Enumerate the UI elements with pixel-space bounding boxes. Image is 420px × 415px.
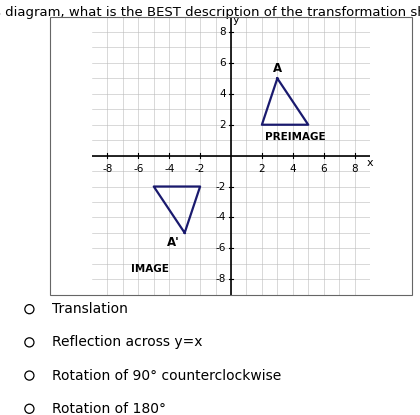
- Text: 2: 2: [259, 164, 265, 174]
- Text: 4: 4: [289, 164, 296, 174]
- Text: IMAGE: IMAGE: [131, 264, 168, 274]
- Text: -6: -6: [216, 243, 226, 253]
- Text: 4: 4: [220, 89, 226, 99]
- Text: Translation: Translation: [52, 302, 129, 316]
- Text: Rotation of 90° counterclockwise: Rotation of 90° counterclockwise: [52, 369, 282, 383]
- Text: -4: -4: [216, 212, 226, 222]
- Text: -2: -2: [195, 164, 205, 174]
- Text: A': A': [167, 236, 180, 249]
- Text: 6: 6: [320, 164, 327, 174]
- Text: x: x: [367, 158, 373, 168]
- Text: Rotation of 180°: Rotation of 180°: [52, 402, 166, 415]
- Text: -2: -2: [216, 181, 226, 191]
- Text: 2: 2: [220, 120, 226, 130]
- Text: Reflection across y=x: Reflection across y=x: [52, 335, 203, 349]
- Text: 8: 8: [351, 164, 358, 174]
- Text: y: y: [233, 15, 240, 24]
- Text: -8: -8: [102, 164, 113, 174]
- Text: A: A: [273, 62, 282, 75]
- Text: 8: 8: [220, 27, 226, 37]
- Text: -8: -8: [216, 274, 226, 284]
- Text: In this diagram, what is the BEST description of the transformation shown?: In this diagram, what is the BEST descri…: [0, 6, 420, 19]
- Text: PREIMAGE: PREIMAGE: [265, 132, 326, 142]
- Text: -4: -4: [164, 164, 174, 174]
- Text: 6: 6: [220, 58, 226, 68]
- Text: -6: -6: [133, 164, 144, 174]
